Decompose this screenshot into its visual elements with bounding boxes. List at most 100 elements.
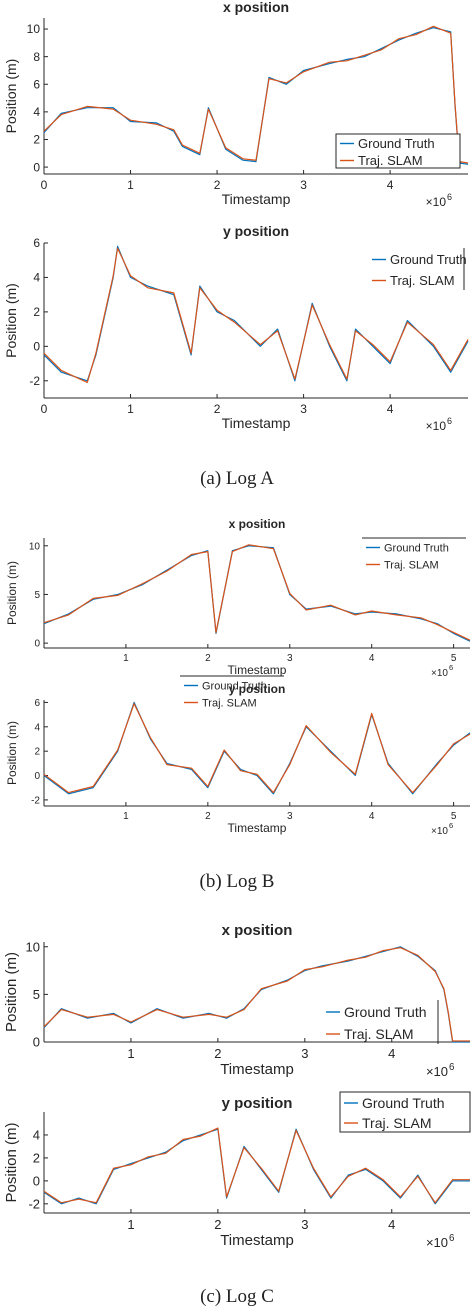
x-scale-factor: ×10 [431, 826, 448, 837]
y-tick-label: 5 [33, 987, 40, 1002]
y-axis-label: Position (m) [3, 952, 20, 1032]
y-tick-label: 0 [33, 340, 40, 354]
chart-legend: Ground Truth Traj. SLAM [372, 248, 467, 290]
x-scale-exponent: 6 [449, 1233, 454, 1244]
y-axis-label: Position (m) [5, 561, 19, 625]
x-scale-exponent: 6 [449, 821, 453, 830]
chart-legend: Ground Truth Traj. SLAM [335, 133, 461, 169]
series-slam-line [43, 247, 469, 384]
y-tick-label: 4 [33, 105, 40, 119]
x-scale-factor: ×10 [431, 668, 448, 679]
x-tick-label: 1 [127, 1046, 134, 1061]
y-tick-label: 4 [33, 1128, 40, 1143]
x-tick-label: 2 [214, 402, 221, 416]
y-tick-label: 0 [33, 1173, 40, 1188]
x-scale-exponent: 6 [449, 1062, 454, 1073]
series-ground-truth-line [43, 1128, 470, 1205]
y-tick-label: 0 [34, 639, 40, 650]
x-tick-label: 3 [301, 1217, 308, 1232]
y-tick-label: 10 [26, 939, 40, 954]
legend-label-slam: Traj. SLAM [344, 1026, 414, 1042]
y-axis-label: Position (m) [3, 59, 19, 134]
chart-title: y position [222, 1095, 293, 1112]
chart-panel-3: x position 1 2 3 4 5 0 5 10 Timestamp Position (m)… [5, 517, 471, 679]
chart-title: y position [223, 223, 289, 239]
series-slam-line [43, 703, 471, 794]
chart-panel-5: x position 1 2 3 4 0 5 10 Timestamp Position (m) ×… [3, 922, 470, 1079]
y-tick-label: 0 [34, 771, 40, 782]
x-scale-factor: ×10 [426, 419, 447, 433]
y-tick-label: 10 [27, 22, 41, 36]
x-tick-label: 5 [451, 653, 457, 664]
x-tick-label: 1 [127, 178, 134, 192]
y-tick-label: 0 [33, 160, 40, 174]
y-tick-label: 2 [34, 747, 40, 758]
x-tick-label: 1 [127, 1217, 134, 1232]
y-tick-label: -2 [28, 1196, 40, 1211]
y-tick-label: 4 [33, 271, 40, 285]
x-tick-label: 2 [214, 1217, 221, 1232]
legend-label-ground-truth: Ground Truth [362, 1095, 445, 1111]
x-tick-label: 1 [127, 402, 134, 416]
x-axis-label: Timestamp [228, 821, 287, 835]
chart-title: x position [229, 517, 286, 531]
chart-title: x position [223, 0, 289, 15]
x-tick-label: 2 [214, 1046, 221, 1061]
x-tick-label: 3 [300, 402, 307, 416]
legend-label-ground-truth: Ground Truth [384, 542, 449, 554]
x-scale-exponent: 6 [449, 663, 453, 672]
y-tick-label: 6 [33, 236, 40, 250]
y-tick-label: 5 [34, 590, 40, 601]
caption-log-b: (b) Log B [199, 871, 275, 892]
legend-frame [335, 133, 461, 169]
x-tick-label: 4 [388, 1217, 395, 1232]
x-tick-label: 1 [123, 811, 129, 822]
series-slam-line [43, 25, 469, 164]
x-scale-exponent: 6 [447, 192, 452, 202]
series-slam-line [43, 1127, 470, 1204]
chart-legend: Ground Truth Traj. SLAM [362, 537, 466, 571]
chart-legend: Ground Truth Traj. SLAM [180, 675, 284, 709]
x-tick-label: 4 [388, 1046, 395, 1061]
x-tick-label: 4 [369, 653, 375, 664]
x-tick-label: 5 [451, 811, 457, 822]
series-slam-line [43, 947, 470, 1042]
y-tick-label: -2 [31, 795, 40, 806]
legend-frame [339, 1091, 471, 1133]
y-axis-label: Position (m) [5, 721, 19, 785]
x-scale-factor: ×10 [426, 195, 447, 209]
x-axis-label: Timestamp [222, 191, 291, 207]
x-tick-label: 0 [41, 402, 48, 416]
x-axis-label: Timestamp [220, 1061, 294, 1078]
x-tick-label: 2 [205, 653, 211, 664]
x-tick-label: 0 [41, 178, 48, 192]
chart-legend: Ground Truth Traj. SLAM [339, 1091, 471, 1133]
legend-label-slam: Traj. SLAM [358, 153, 423, 168]
caption-log-a: (a) Log A [200, 468, 274, 489]
x-axis-label: Timestamp [220, 1232, 294, 1249]
legend-label-ground-truth: Ground Truth [202, 680, 267, 692]
x-tick-label: 3 [301, 1046, 308, 1061]
series-ground-truth-line [43, 701, 471, 795]
y-tick-label: 2 [33, 305, 40, 319]
y-tick-label: 10 [29, 541, 41, 552]
y-tick-label: 6 [34, 698, 40, 709]
y-tick-label: 2 [33, 1150, 40, 1165]
x-tick-label: 4 [369, 811, 375, 822]
chart-title: x position [222, 922, 293, 939]
y-tick-label: -2 [29, 374, 40, 388]
y-tick-label: 6 [33, 77, 40, 91]
x-tick-label: 3 [287, 811, 293, 822]
y-axis-label: Position (m) [3, 283, 19, 358]
legend-label-slam: Traj. SLAM [390, 273, 455, 288]
chart-panel-6: y position 1 2 3 4 -2 0 2 4 Timestamp Position (m)… [3, 1091, 471, 1250]
chart-panel-1: x position 0 1 2 3 4 0 2 4 6 8 10 Timestamp Position … [3, 0, 469, 209]
x-tick-label: 1 [123, 653, 129, 664]
y-tick-label: 0 [33, 1035, 40, 1050]
x-tick-label: 2 [205, 811, 211, 822]
x-tick-label: 4 [387, 402, 394, 416]
x-tick-label: 4 [387, 178, 394, 192]
x-tick-label: 2 [214, 178, 221, 192]
